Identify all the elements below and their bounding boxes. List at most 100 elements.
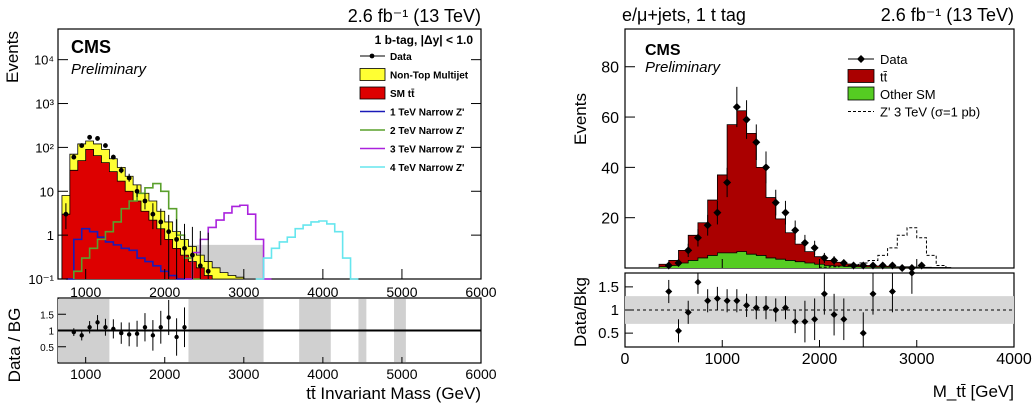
right-ratio-point bbox=[888, 288, 896, 295]
left-data-point bbox=[126, 175, 132, 181]
left-data-point bbox=[197, 263, 203, 269]
right-data-point bbox=[723, 178, 732, 187]
left-data-point bbox=[110, 154, 116, 160]
left-ratio-point bbox=[158, 325, 163, 330]
right-ratio-point bbox=[743, 301, 751, 309]
right-signal-zprime bbox=[819, 227, 956, 269]
right-y-tick-label: 40 bbox=[601, 160, 619, 177]
right-data-point bbox=[859, 261, 868, 270]
left-x-tick-label: 3000 bbox=[228, 284, 259, 300]
right-data-point bbox=[898, 264, 907, 272]
left-ratio-point bbox=[111, 326, 116, 332]
left-data-point bbox=[205, 268, 211, 274]
left-ratio-point bbox=[142, 325, 148, 330]
left-preliminary-label: Preliminary bbox=[71, 61, 148, 78]
right-ratio-point bbox=[820, 290, 828, 298]
right-legend: Data tt̄ Other SM Z' 3 TeV (σ=1 pb) bbox=[847, 52, 980, 120]
left-xlabel: tt̄ Invariant Mass (GeV) bbox=[306, 384, 481, 403]
right-data-point bbox=[693, 233, 702, 242]
left-ratio-point bbox=[119, 330, 124, 336]
left-legend-label: 2 TeV Narrow Z' bbox=[390, 126, 464, 137]
right-ratio-point bbox=[752, 304, 760, 312]
left-data-point bbox=[87, 134, 93, 140]
right-x-tick-label: 3000 bbox=[899, 351, 935, 368]
left-ratio-point bbox=[150, 333, 156, 338]
right-data-point bbox=[732, 102, 741, 111]
left-data-point bbox=[158, 219, 164, 225]
left-legend-label: 4 TeV Narrow Z' bbox=[390, 163, 464, 174]
right-ratio-point bbox=[674, 327, 682, 335]
left-ratio-point bbox=[126, 332, 132, 337]
left-legend-label: 3 TeV Narrow Z' bbox=[390, 145, 464, 156]
left-x-tick-label: 4000 bbox=[307, 284, 338, 300]
left-data-point bbox=[63, 211, 69, 217]
right-legend-swatch bbox=[847, 86, 875, 101]
left-ratio-point bbox=[166, 315, 171, 320]
right-data-point bbox=[917, 261, 926, 270]
right-ratio-point bbox=[859, 329, 867, 337]
right-ratio-point bbox=[772, 306, 780, 314]
right-hist-ttbar bbox=[658, 110, 1010, 269]
right-data-point bbox=[752, 138, 761, 147]
right-y-tick-label: 60 bbox=[601, 110, 619, 127]
right-y-tick-label: 20 bbox=[601, 211, 619, 228]
left-ratio-x-tick-label: 5000 bbox=[386, 366, 417, 382]
right-ratio-ylabel: Data/Bkg bbox=[571, 277, 590, 347]
left-ratio-point bbox=[103, 325, 108, 330]
right-cms-label: CMS bbox=[645, 42, 681, 59]
right-data-point bbox=[810, 243, 819, 252]
left-lumi-label: 2.6 fb⁻¹ (13 TeV) bbox=[348, 6, 481, 26]
left-ratio-x-tick-label: 1000 bbox=[70, 366, 101, 382]
left-data-point bbox=[150, 211, 156, 217]
left-y-tick-label: 1 bbox=[47, 228, 54, 243]
left-legend-label: SM tt̄ bbox=[390, 88, 415, 100]
left-ratio-point bbox=[174, 334, 179, 340]
left-data-point bbox=[134, 188, 140, 194]
right-ratio-point bbox=[665, 288, 673, 295]
right-ratio-plot-content: 0.5 1 1.5 0 1000 2000 3000 4000 bbox=[598, 269, 1032, 368]
right-legend-label: Other SM bbox=[880, 87, 936, 102]
right-chart: 20 40 60 80 0.5 1 1.5 0 1000 2000 3000 4000 e/μ+je… bbox=[571, 5, 1032, 401]
left-x-tick-label: 5000 bbox=[386, 284, 417, 300]
right-ratio-point bbox=[840, 315, 848, 323]
left-ratio-point bbox=[71, 329, 77, 335]
right-ratio-point bbox=[733, 297, 741, 305]
right-data-point bbox=[703, 221, 712, 230]
right-ratio-point bbox=[791, 318, 799, 326]
right-data-point bbox=[684, 246, 693, 255]
right-data-point bbox=[830, 256, 839, 265]
right-y-tick-label: 80 bbox=[601, 60, 619, 77]
right-ratio-point bbox=[684, 308, 692, 316]
right-ratio-point bbox=[781, 304, 789, 312]
right-x-tick-label: 4000 bbox=[996, 351, 1032, 368]
right-ratio-point bbox=[908, 269, 916, 277]
right-data-point bbox=[664, 261, 673, 270]
right-data-point bbox=[839, 258, 848, 267]
left-legend: Data Non-Top Multijet SM tt̄ 1 TeV Narrow Z… bbox=[359, 52, 469, 174]
left-ratio-point bbox=[182, 325, 187, 330]
right-ratio-y-tick-label: 1 bbox=[611, 302, 619, 319]
left-selection-label: 1 b-tag, |Δy| < 1.0 bbox=[375, 33, 474, 47]
left-x-tick-label: 6000 bbox=[465, 284, 496, 300]
left-ratio-point bbox=[79, 333, 84, 338]
left-ratio-plot-content: 0.5 1 1.5 1000 2000 3000 4000 5000 6000 bbox=[40, 299, 497, 382]
right-data-point bbox=[820, 253, 829, 262]
left-data-point bbox=[190, 252, 195, 258]
left-legend-label: Non-Top Multijet bbox=[390, 71, 469, 82]
right-ratio-y-tick-label: 1.5 bbox=[598, 279, 619, 296]
right-ratio-point bbox=[801, 318, 809, 326]
right-data-point bbox=[868, 261, 877, 270]
left-data-point bbox=[166, 229, 172, 235]
left-ratio-x-tick-label: 6000 bbox=[465, 366, 496, 382]
left-data-point bbox=[118, 167, 124, 173]
left-top-plot-content: 10⁻¹ 1 10 10² 10³ 10⁴ 1000 2000 3000 4000 5000 6000 bbox=[28, 53, 496, 300]
right-data-point bbox=[762, 163, 771, 172]
left-data-point bbox=[174, 236, 179, 242]
left-y-tick-label: 10² bbox=[35, 140, 54, 155]
right-ratio-point bbox=[704, 297, 712, 305]
left-legend-swatch bbox=[359, 86, 386, 100]
right-ratio-point bbox=[694, 278, 702, 286]
right-data-point bbox=[907, 264, 916, 272]
right-data-point bbox=[742, 115, 751, 124]
right-legend-data-marker bbox=[857, 55, 865, 63]
